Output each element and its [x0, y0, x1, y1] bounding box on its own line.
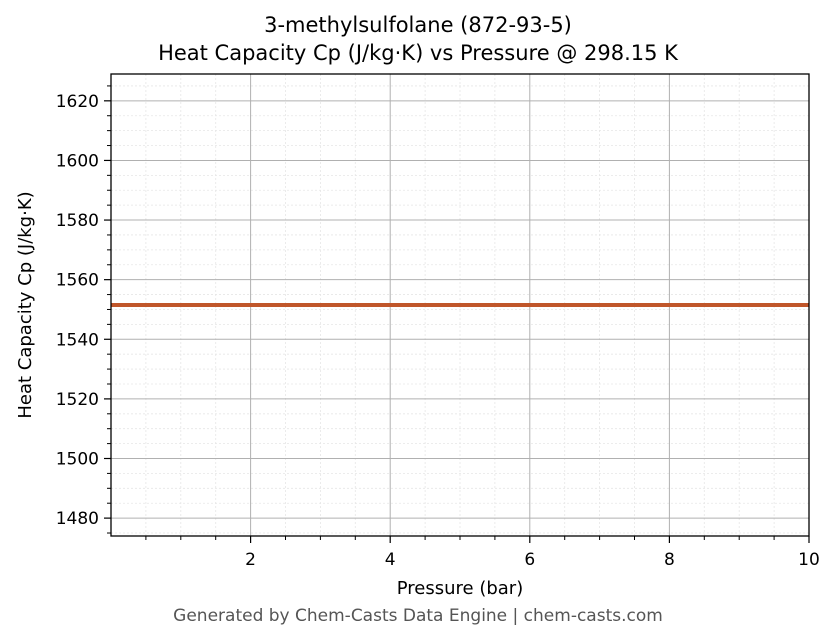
x-axis-label: Pressure (bar): [397, 578, 523, 599]
y-tick-label: 1500: [56, 450, 99, 470]
x-tick-label: 2: [245, 550, 256, 570]
y-tick-label: 1480: [56, 509, 99, 529]
x-tick-label: 4: [385, 550, 396, 570]
chart-title-line2: Heat Capacity Cp (J/kg·K) vs Pressure @ …: [158, 41, 678, 65]
y-tick-label: 1580: [56, 211, 99, 231]
y-tick-label: 1520: [56, 390, 99, 410]
chart-title-line1: 3-methylsulfolane (872-93-5): [264, 13, 572, 37]
y-tick-label: 1600: [56, 151, 99, 171]
y-tick-label: 1560: [56, 271, 99, 291]
x-tick-label: 6: [524, 550, 535, 570]
y-tick-label: 1620: [56, 92, 99, 112]
x-tick-label: 8: [664, 550, 675, 570]
y-tick-label: 1540: [56, 330, 99, 350]
y-axis-label: Heat Capacity Cp (J/kg·K): [15, 191, 36, 418]
x-tick-label: 10: [798, 550, 820, 570]
footer-credit: Generated by Chem-Casts Data Engine | ch…: [173, 606, 663, 626]
